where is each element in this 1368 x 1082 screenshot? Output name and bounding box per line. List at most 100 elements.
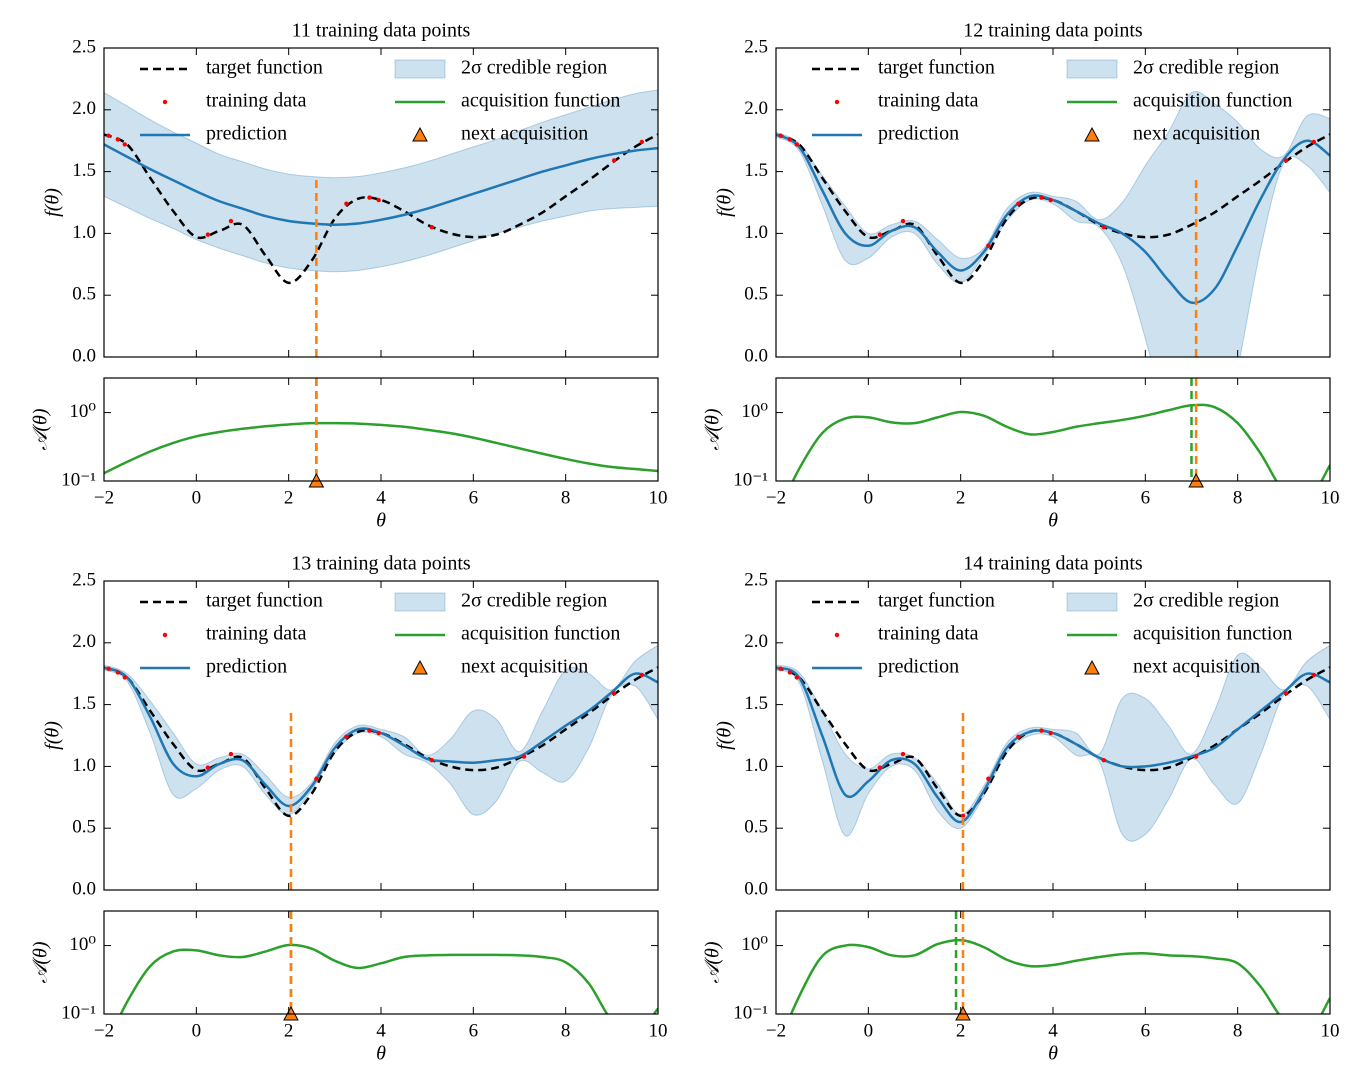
legend-swatch (162, 632, 168, 638)
legend-swatch (1084, 126, 1100, 142)
y-tick-label: 2.5 (72, 36, 96, 57)
y-axis-label: 𝒜(θ) (702, 941, 724, 983)
y-tick-label: 2.5 (744, 569, 768, 590)
training-point (115, 670, 121, 675)
legend-swatch (1066, 592, 1118, 612)
legend-label: 2σ credible region (461, 57, 607, 79)
legend-label: acquisition function (461, 90, 620, 112)
axes-frame (775, 377, 1331, 482)
legend-swatch (394, 592, 446, 612)
y-tick-label: 2.5 (744, 36, 768, 57)
legend-swatch (1084, 659, 1100, 675)
training-point (787, 137, 793, 142)
y-tick-label: 0.5 (72, 284, 96, 305)
training-point (778, 666, 783, 671)
training-point (1101, 758, 1106, 763)
training-point (639, 139, 645, 145)
training-point (1048, 197, 1053, 203)
x-tick-label: 4 (1048, 1020, 1058, 1041)
line (104, 133, 658, 285)
training-point (1283, 691, 1289, 696)
y-tick-label: 2.0 (72, 631, 96, 652)
training-point (877, 232, 883, 237)
training-point (367, 728, 372, 733)
training-point (794, 142, 799, 147)
training-point (122, 675, 127, 680)
training-point (344, 201, 349, 206)
acquisition-line (119, 943, 658, 1014)
training-point (900, 218, 906, 224)
x-tick-label: −2 (766, 1020, 786, 1041)
y-tick-label: 10⁰ (741, 934, 768, 955)
training-point (960, 813, 966, 819)
x-axis-label: θ (376, 510, 386, 532)
x-axis-label: θ (1048, 1043, 1058, 1065)
y-tick-label: 10⁻¹ (61, 1002, 96, 1023)
legend-label: training data (878, 90, 979, 112)
legend-label: target function (206, 57, 323, 79)
training-point (205, 765, 211, 770)
x-tick-label: 0 (192, 487, 202, 508)
x-tick-label: 0 (864, 487, 874, 508)
x-tick-label: 2 (284, 487, 294, 508)
y-tick-label: 1.5 (744, 693, 768, 714)
x-tick-label: 2 (956, 1020, 966, 1041)
line (104, 666, 658, 818)
acquisition-line (789, 938, 1330, 1014)
training-point (122, 142, 127, 147)
training-point (639, 672, 645, 678)
y-tick-label: 10⁻¹ (733, 1002, 768, 1023)
y-tick-label: 0.0 (744, 878, 768, 899)
y-axis-label: f(θ) (42, 721, 64, 750)
x-tick-label: 6 (1141, 1020, 1151, 1041)
credible-region (776, 90, 1330, 357)
legend-label: target function (878, 57, 995, 79)
training-point (611, 158, 617, 163)
y-tick-label: 0.0 (72, 345, 96, 366)
y-tick-label: 1.5 (744, 160, 768, 181)
y-tick-label: 1.5 (72, 693, 96, 714)
training-point (1283, 158, 1289, 163)
y-axis-label: 𝒜(θ) (30, 941, 52, 983)
training-point (1101, 225, 1106, 230)
x-tick-label: 0 (864, 1020, 874, 1041)
x-tick-label: 6 (469, 487, 479, 508)
y-tick-label: 2.0 (744, 631, 768, 652)
y-tick-label: 0.0 (744, 345, 768, 366)
y-tick-label: 1.0 (72, 755, 96, 776)
panel-title: 14 training data points (963, 553, 1143, 575)
legend-swatch (412, 659, 428, 675)
x-tick-label: 10 (1321, 1020, 1340, 1041)
legend-label: prediction (206, 656, 287, 678)
y-axis-label: f(θ) (42, 188, 64, 217)
y-tick-label: 2.5 (72, 569, 96, 590)
legend-label: target function (206, 590, 323, 612)
training-point (1039, 195, 1044, 200)
legend-swatch (1066, 59, 1118, 79)
legend-label: next acquisition (461, 656, 588, 678)
legend-label: training data (878, 623, 979, 645)
x-tick-label: 4 (1048, 487, 1058, 508)
panel-title: 13 training data points (291, 553, 471, 575)
legend-swatch (412, 126, 428, 142)
y-axis-label: 𝒜(θ) (30, 408, 52, 450)
training-point (611, 691, 617, 696)
training-point (376, 730, 381, 736)
y-axis-label: f(θ) (714, 721, 736, 750)
training-point (521, 754, 527, 759)
axes-frame (775, 910, 1331, 1015)
training-point (986, 243, 991, 248)
training-point (794, 675, 799, 680)
legend-label: 2σ credible region (1133, 57, 1279, 79)
axes-frame (103, 377, 659, 482)
y-tick-label: 1.5 (72, 160, 96, 181)
y-tick-label: 10⁰ (741, 401, 768, 422)
training-point (1311, 672, 1317, 678)
x-tick-label: 0 (192, 1020, 202, 1041)
training-point (228, 751, 234, 757)
legend-label: training data (206, 623, 307, 645)
training-point (115, 137, 121, 142)
legend-label: 2σ credible region (461, 590, 607, 612)
legend-label: prediction (878, 656, 959, 678)
legend-swatch (162, 99, 168, 105)
